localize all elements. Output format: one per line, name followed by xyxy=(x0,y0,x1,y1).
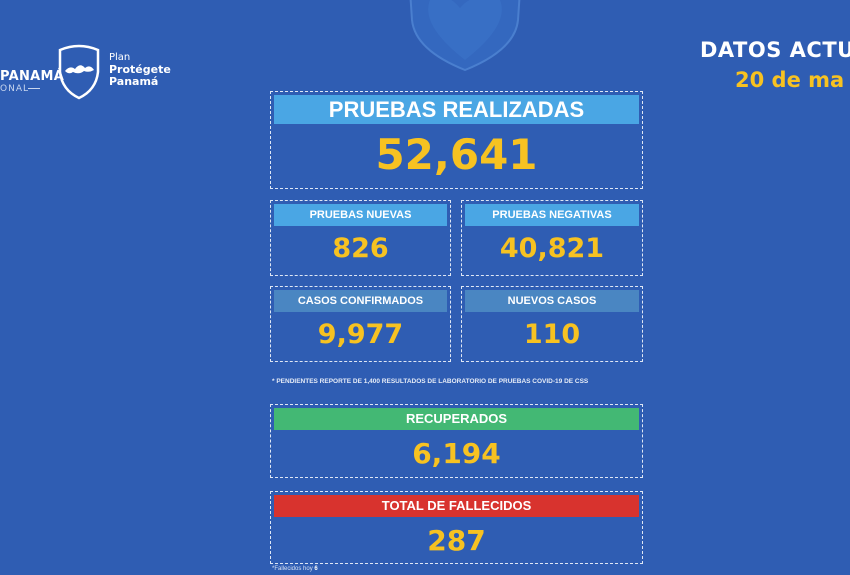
recuperados-card: RECUPERADOS 6,194 xyxy=(270,404,643,478)
total-fallecidos-value: 287 xyxy=(427,524,486,557)
logo-divider xyxy=(28,88,40,89)
datos-date: 20 de ma xyxy=(735,68,845,92)
pruebas-nuevas-value: 826 xyxy=(332,233,389,264)
fallecidos-hoy-value: 6 xyxy=(314,566,318,572)
total-fallecidos-label: TOTAL DE FALLECIDOS xyxy=(274,495,639,517)
pending-results-note: * PENDIENTES REPORTE DE 1,400 RESULTADOS… xyxy=(272,378,589,385)
datos-title: DATOS ACTUA xyxy=(700,38,850,62)
panama-logo-title: PANAMÁ xyxy=(0,69,65,84)
casos-confirmados-value: 9,977 xyxy=(317,319,404,350)
nuevos-casos-value: 110 xyxy=(523,319,581,350)
casos-confirmados-card: CASOS CONFIRMADOS 9,977 xyxy=(270,286,451,362)
plan-line-1: Plan xyxy=(109,52,131,63)
plan-line-3: Panamá xyxy=(109,75,159,88)
nuevos-casos-card: NUEVOS CASOS 110 xyxy=(461,286,643,362)
plan-protegete-text: Plan Protégete Panamá xyxy=(109,52,171,88)
pruebas-realizadas-value: 52,641 xyxy=(375,130,538,179)
total-fallecidos-card: TOTAL DE FALLECIDOS 287 xyxy=(270,491,643,564)
recuperados-value: 6,194 xyxy=(412,437,501,470)
pruebas-nuevas-label: PRUEBAS NUEVAS xyxy=(274,204,447,226)
pruebas-realizadas-label: PRUEBAS REALIZADAS xyxy=(274,95,639,124)
panama-shield-icon xyxy=(58,44,100,100)
pruebas-negativas-label: PRUEBAS NEGATIVAS xyxy=(465,204,639,226)
recuperados-label: RECUPERADOS xyxy=(274,408,639,430)
fallecidos-hoy-note: *Fallecidos hoy 6 xyxy=(272,566,318,572)
plan-line-2: Protégete xyxy=(109,63,171,76)
fallecidos-hoy-label: *Fallecidos hoy xyxy=(272,566,313,572)
pruebas-realizadas-card: PRUEBAS REALIZADAS 52,641 xyxy=(270,91,643,189)
pruebas-nuevas-card: PRUEBAS NUEVAS 826 xyxy=(270,200,451,276)
pruebas-negativas-card: PRUEBAS NEGATIVAS 40,821 xyxy=(461,200,643,276)
panama-logo-subtitle: ONAL xyxy=(0,84,29,94)
casos-confirmados-label: CASOS CONFIRMADOS xyxy=(274,290,447,312)
nuevos-casos-label: NUEVOS CASOS xyxy=(465,290,639,312)
pruebas-negativas-value: 40,821 xyxy=(499,233,605,264)
shield-heart-icon xyxy=(409,0,521,72)
